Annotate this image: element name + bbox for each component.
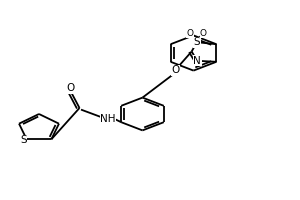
Text: S: S — [194, 37, 200, 47]
Text: O: O — [171, 65, 179, 75]
Text: S: S — [20, 135, 27, 145]
Text: O: O — [187, 29, 194, 38]
Text: NH: NH — [100, 114, 116, 124]
Text: O: O — [200, 29, 207, 38]
Text: O: O — [66, 83, 75, 93]
Text: N: N — [194, 56, 201, 66]
